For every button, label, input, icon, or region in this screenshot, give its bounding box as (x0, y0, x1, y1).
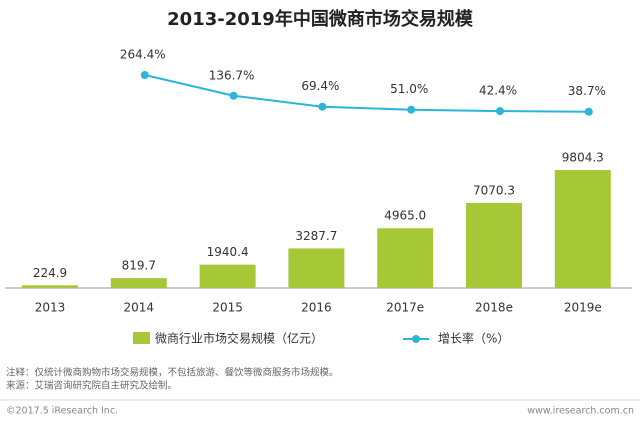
note: 注释：仅统计微商购物市场交易规模，不包括旅游、餐饮等微商服务市场规模。 (6, 367, 339, 379)
line-label: 136.7% (209, 68, 255, 82)
bar (288, 248, 345, 288)
x-tick-label: 2014 (124, 301, 155, 315)
x-tick-label: 2016 (301, 301, 332, 315)
line-label: 69.4% (301, 79, 339, 93)
line-label: 42.4% (479, 84, 517, 98)
footer-left: ©2017.5 iResearch Inc. (6, 406, 118, 417)
bar (466, 202, 522, 288)
note: 来源：艾瑞咨询研究院自主研究及绘制。 (6, 380, 177, 392)
x-tick-label: 2013 (35, 301, 66, 315)
bar-label: 7070.3 (473, 183, 515, 197)
line-point (229, 91, 238, 100)
bar (554, 170, 611, 288)
legend-label: 微商行业市场交易规模（亿元） (155, 331, 323, 346)
bar (110, 278, 167, 288)
line-point (496, 107, 504, 116)
x-tick-label: 2019e (564, 301, 602, 315)
bar-label: 9804.3 (562, 151, 604, 165)
line-label: 38.7% (568, 84, 606, 98)
bar-label: 4965.0 (384, 209, 426, 223)
x-tick-label: 2017e (386, 301, 424, 315)
chart-title: 2013-2019年中国微商市场交易规模 (167, 8, 474, 30)
line-point (407, 105, 416, 114)
line-label: 51.0% (390, 82, 428, 96)
x-tick-label: 2015 (212, 301, 243, 315)
bar-label: 224.9 (33, 266, 67, 280)
legend-swatch (133, 332, 150, 344)
bar (199, 264, 256, 288)
legend-label: 增长率（%） (438, 331, 509, 346)
line-point (584, 107, 593, 116)
line (144, 74, 589, 113)
bar (377, 228, 434, 288)
legend-swatch (412, 335, 420, 343)
line-point (318, 102, 327, 111)
footer-right: www.iresearch.com.cn (527, 406, 634, 417)
line-label: 264.4% (120, 48, 166, 62)
bar-label: 3287.7 (295, 229, 337, 243)
bar-label: 819.7 (122, 259, 156, 273)
bar (22, 285, 78, 288)
bar-label: 1940.4 (207, 245, 249, 259)
line-point (140, 71, 149, 79)
x-tick-label: 2018e (475, 301, 513, 315)
